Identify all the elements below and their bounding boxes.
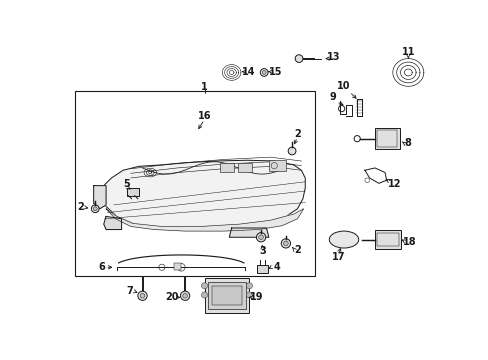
Circle shape (138, 291, 147, 300)
Circle shape (91, 205, 99, 213)
Bar (377, 233, 398, 247)
Text: 5: 5 (123, 179, 130, 189)
Circle shape (260, 69, 267, 76)
Circle shape (246, 283, 252, 289)
Text: 14: 14 (242, 67, 255, 77)
Bar (220, 163, 233, 172)
Text: 3: 3 (259, 246, 265, 256)
Circle shape (262, 71, 265, 75)
Circle shape (180, 291, 189, 300)
Circle shape (281, 239, 290, 248)
Polygon shape (94, 186, 106, 209)
Circle shape (93, 207, 97, 211)
Bar (377, 130, 397, 147)
Text: 1: 1 (201, 82, 207, 92)
Circle shape (201, 283, 207, 289)
Text: 13: 13 (326, 52, 340, 62)
Circle shape (283, 241, 287, 246)
Circle shape (201, 292, 207, 298)
Text: 2: 2 (293, 244, 300, 255)
Text: 16: 16 (197, 111, 211, 121)
Bar (237, 163, 251, 172)
Text: 2: 2 (77, 202, 84, 212)
Bar (173, 264, 181, 270)
Text: 18: 18 (402, 237, 416, 247)
Text: 2: 2 (293, 129, 300, 139)
Circle shape (256, 233, 265, 242)
Text: 17: 17 (331, 252, 345, 262)
Text: 6: 6 (98, 262, 104, 272)
Text: 19: 19 (249, 292, 263, 302)
Text: 12: 12 (387, 179, 400, 189)
Ellipse shape (328, 231, 358, 248)
Polygon shape (103, 216, 122, 230)
Circle shape (295, 55, 302, 62)
Bar (204, 278, 249, 313)
Bar (208, 282, 245, 309)
Bar (75, 91, 315, 276)
Bar (127, 188, 139, 195)
Circle shape (246, 292, 252, 298)
Circle shape (287, 147, 295, 155)
Circle shape (140, 293, 144, 298)
Text: 7: 7 (126, 286, 132, 296)
Bar (257, 265, 267, 273)
Bar (374, 128, 399, 149)
Text: 4: 4 (273, 261, 279, 271)
Circle shape (258, 235, 263, 239)
Text: 15: 15 (268, 67, 282, 77)
Bar (374, 230, 401, 249)
Polygon shape (100, 160, 305, 230)
Polygon shape (106, 209, 303, 231)
Bar (268, 160, 285, 171)
Text: 9: 9 (328, 92, 335, 102)
Text: 8: 8 (403, 138, 410, 148)
Bar (212, 286, 241, 305)
Text: 11: 11 (401, 48, 414, 58)
Text: 10: 10 (337, 81, 350, 91)
Text: 20: 20 (165, 292, 178, 302)
Circle shape (183, 293, 187, 298)
Polygon shape (229, 228, 268, 237)
